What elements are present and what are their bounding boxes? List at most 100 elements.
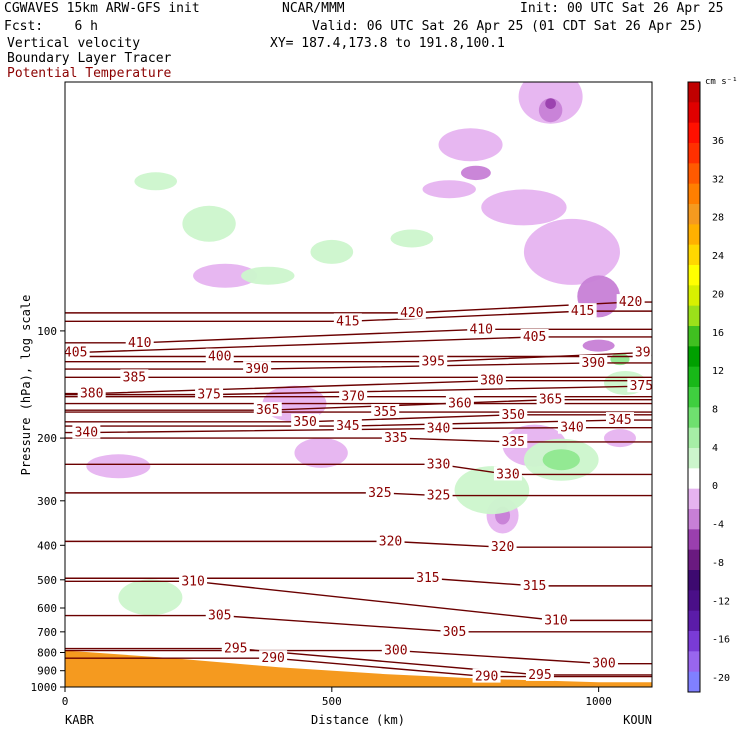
theta-label-bg	[499, 433, 528, 448]
theta-label-bg	[381, 642, 410, 657]
colorbar-swatch	[688, 387, 700, 408]
y-tick-label: 200	[37, 432, 57, 445]
w-shading-cell	[118, 579, 183, 616]
colorbar-swatch	[688, 143, 700, 164]
colorbar-swatch	[688, 183, 700, 205]
colorbar-unit: cm s⁻¹	[705, 77, 738, 87]
theta-label: 400	[208, 349, 231, 364]
forecast-hour: Fcst: 6 h	[4, 19, 98, 34]
theta-label-bg	[536, 391, 565, 406]
colorbar-swatch	[688, 671, 700, 693]
colorbar-tick-label: 4	[712, 443, 718, 454]
colorbar-swatch	[688, 468, 700, 490]
colorbar-tick-label: -20	[712, 673, 730, 684]
theta-label: 295	[224, 642, 247, 657]
theta-label-bg	[541, 612, 570, 627]
theta-label: 385	[123, 370, 146, 385]
theta-line-350	[65, 414, 652, 423]
theta-label-bg	[616, 294, 645, 309]
w-shading-cell	[182, 205, 236, 242]
theta-label-bg	[179, 573, 208, 588]
theta-label: 390	[245, 362, 268, 377]
theta-label: 295	[528, 668, 551, 683]
colorbar-swatch	[688, 244, 700, 266]
theta-label: 325	[427, 489, 450, 504]
x-right-station: KOUN	[623, 713, 652, 727]
colorbar-swatch	[688, 102, 700, 124]
theta-label: 380	[480, 374, 503, 389]
colorbar-tick-label: 0	[712, 481, 718, 492]
org-label: NCAR/MMM	[282, 1, 345, 16]
w-shading-cell	[603, 429, 636, 448]
x-left-station: KABR	[65, 713, 95, 727]
w-shading-cell	[241, 266, 295, 285]
colorbar-swatch	[688, 488, 700, 510]
theta-label: 370	[341, 390, 364, 405]
y-tick-label: 300	[37, 495, 57, 508]
colorbar-swatch	[688, 427, 700, 449]
theta-line-320	[65, 540, 652, 548]
theta-label: 420	[619, 295, 642, 310]
theta-label: 345	[608, 413, 631, 428]
theta-label-bg	[381, 430, 410, 445]
colorbar-swatch	[688, 590, 700, 612]
colorbar-swatch	[688, 204, 700, 225]
theta-label-bg	[557, 419, 586, 434]
y-tick-label: 1000	[31, 681, 58, 694]
colorbar-swatch	[688, 265, 700, 286]
theta-label-bg	[205, 607, 234, 622]
x-tick-label: 0	[62, 695, 69, 708]
w-shading-cell	[545, 98, 556, 110]
colorbar-swatch	[688, 82, 700, 103]
colorbar-swatch	[688, 224, 700, 246]
w-shading-cell	[390, 229, 434, 248]
theta-label-bg	[65, 344, 90, 359]
colorbar-tick-label: 16	[712, 328, 724, 339]
theta-label-bg	[413, 570, 442, 585]
theta-label: 315	[416, 571, 439, 586]
x-tick-label: 500	[322, 695, 342, 708]
theta-label: 340	[427, 422, 450, 437]
theta-label-bg	[259, 650, 288, 665]
y-tick-label: 600	[37, 602, 57, 615]
theta-label: 420	[400, 306, 423, 321]
theta-line-310	[65, 580, 652, 622]
w-shading-cell	[310, 239, 354, 264]
theta-line-305	[65, 614, 652, 633]
theta-label: 345	[336, 419, 359, 434]
colorbar-tick-label: 36	[712, 136, 724, 147]
theta-label: 365	[256, 403, 279, 418]
colorbar-swatch	[688, 509, 700, 530]
theta-label: 375	[630, 379, 653, 394]
theta-label: 380	[80, 387, 103, 402]
theta-label-bg	[419, 353, 448, 368]
theta-label-bg	[520, 577, 549, 592]
model-title: CGWAVES 15km ARW-GFS init	[4, 1, 200, 16]
theta-label-bg	[195, 386, 224, 401]
colorbar-swatch	[688, 549, 700, 571]
w-shading-cell	[481, 189, 567, 226]
field-boundary-layer-tracer: Boundary Layer Tracer	[7, 51, 172, 66]
theta-label: 330	[496, 467, 519, 482]
theta-label: 335	[502, 435, 525, 450]
theta-label: 335	[384, 431, 407, 446]
theta-label-bg	[376, 533, 405, 548]
theta-label: 395	[421, 355, 444, 370]
y-tick-label: 700	[37, 626, 57, 639]
w-shading-cell	[134, 172, 178, 191]
colorbar-tick-label: 12	[712, 366, 724, 377]
field-potential-temperature: Potential Temperature	[7, 66, 172, 81]
w-shading-cell	[582, 339, 615, 352]
y-tick-label: 400	[37, 539, 57, 552]
init-time: Init: 00 UTC Sat 26 Apr 25	[520, 1, 724, 16]
theta-label-bg	[589, 655, 618, 670]
theta-label-bg	[205, 348, 234, 363]
w-shading-cell	[422, 180, 476, 199]
colorbar-swatch	[688, 448, 700, 469]
theta-line-325	[65, 492, 652, 497]
theta-contour-labels: 420 420 415 415 410 410 405 405 400 395 395 390 390 3…	[65, 294, 653, 685]
theta-label-bg	[488, 539, 517, 554]
theta-label-bg	[333, 418, 362, 433]
theta-label-bg	[339, 388, 368, 403]
